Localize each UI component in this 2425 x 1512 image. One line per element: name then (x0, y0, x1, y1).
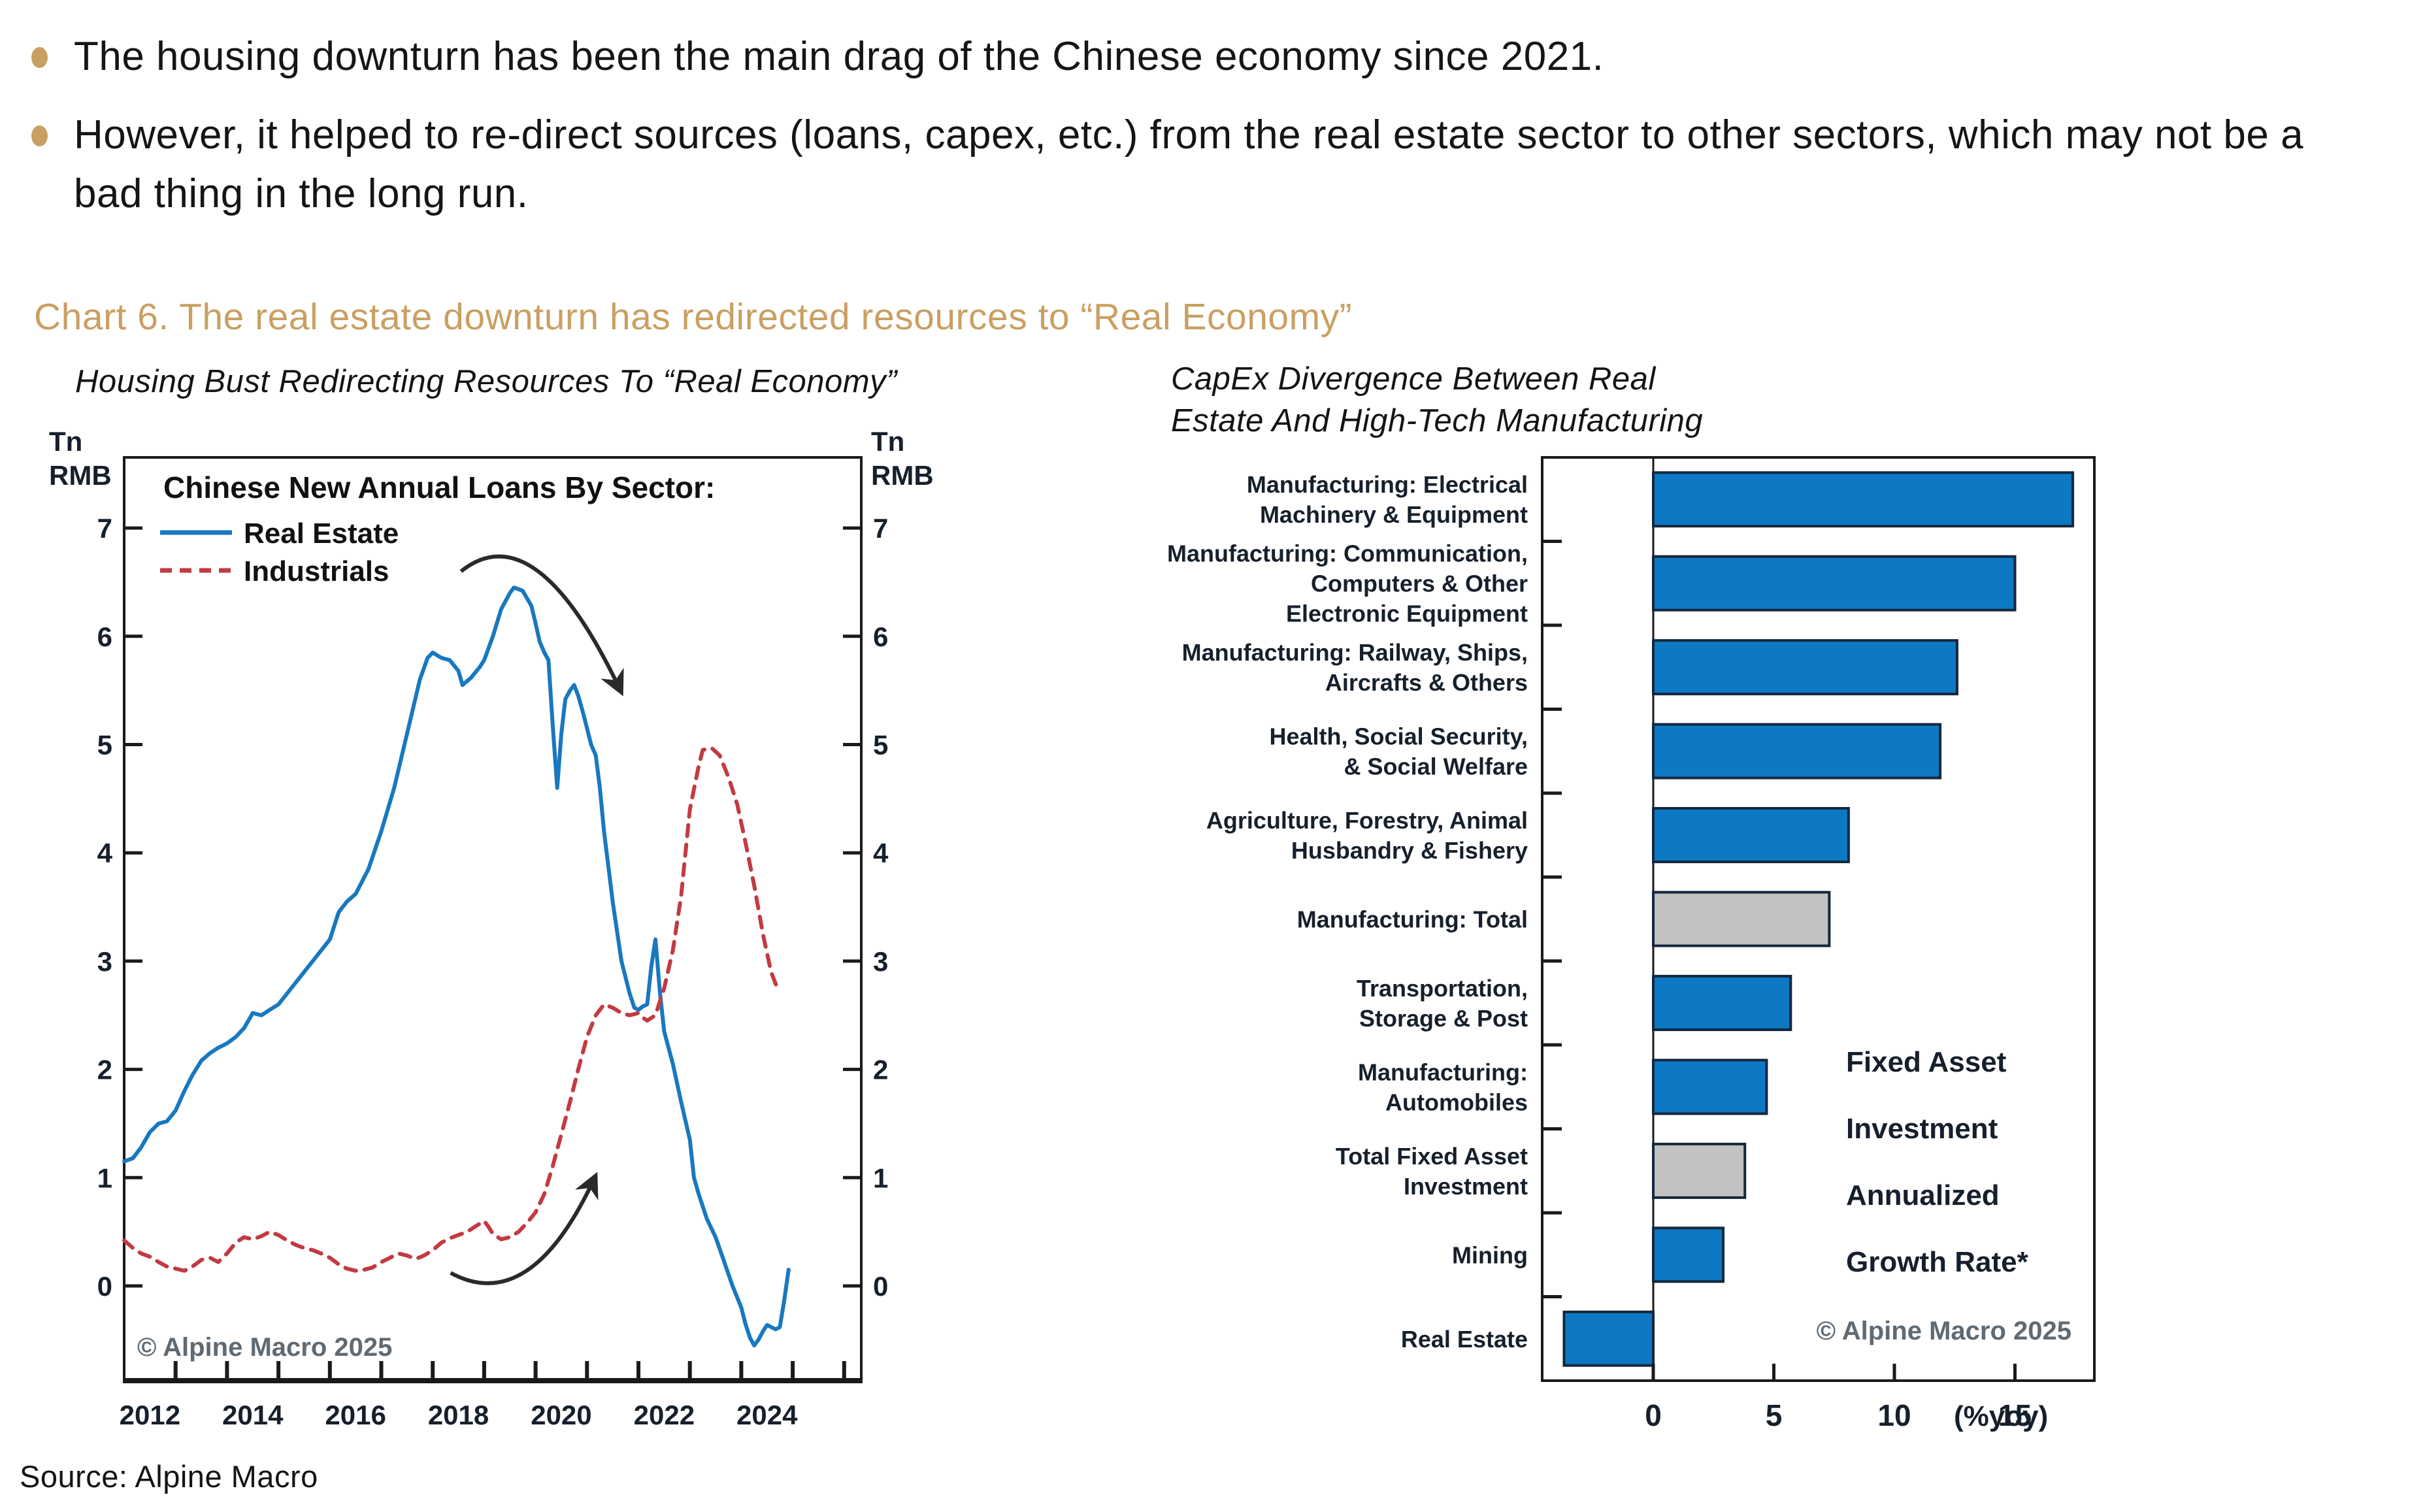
bar (1562, 1310, 1655, 1367)
bar (1652, 639, 1958, 696)
bar-label: Mining (1452, 1241, 1528, 1268)
bar-label: Manufacturing: Electrical Machinery & Equ… (1247, 471, 1528, 528)
legend-title: Chinese New Annual Loans By Sector: (163, 470, 715, 504)
loans-down-arrow (459, 554, 624, 697)
bullet-text: The housing downturn has been the main d… (74, 34, 1604, 79)
svg-text:2018: 2018 (428, 1400, 489, 1430)
plot-border (123, 456, 863, 1382)
svg-text:0: 0 (873, 1271, 888, 1302)
svg-text:0: 0 (97, 1271, 112, 1302)
bar (1652, 471, 2075, 528)
bar-label: Manufacturing: Automobiles (1358, 1059, 1528, 1115)
svg-text:5: 5 (1766, 1398, 1783, 1432)
svg-text:Tn: Tn (49, 426, 82, 457)
svg-text:4: 4 (873, 838, 889, 868)
svg-text:RMB: RMB (49, 460, 112, 491)
right-chart-plot: Manufacturing: Electrical Machinery & Equ… (1167, 456, 2096, 1432)
bar (1652, 555, 2017, 612)
bar-label: Transportation, Storage & Post (1357, 975, 1528, 1032)
series-real-estate (122, 585, 791, 1348)
loans-up-arrow (450, 1172, 599, 1285)
svg-text:2012: 2012 (120, 1400, 180, 1430)
svg-text:2014: 2014 (222, 1400, 284, 1430)
bar-label: Health, Social Security, & Social Welfare (1270, 723, 1528, 780)
svg-text:6: 6 (97, 621, 112, 652)
right-chart-subtitle-line1: CapEx Divergence Between Real (1171, 361, 1656, 397)
svg-text:2: 2 (97, 1055, 112, 1085)
bullet-text: However, it helped to re-direct sources … (74, 112, 2304, 216)
svg-text:3: 3 (97, 946, 112, 977)
x-axis-unit: (%yoy) (1954, 1400, 2048, 1432)
svg-text:0: 0 (1645, 1398, 1662, 1432)
copyright: © Alpine Macro 2025 (1817, 1317, 2071, 1345)
svg-text:2024: 2024 (736, 1400, 798, 1430)
chart-section-title: Chart 6. The real estate downturn has re… (34, 296, 1353, 338)
bar-label: Manufacturing: Communication, Computers &… (1167, 540, 1528, 627)
right-chart-subtitle: CapEx Divergence Between Real Estate And… (1171, 358, 1703, 442)
svg-text:1: 1 (873, 1162, 888, 1193)
bar (1652, 807, 1850, 864)
svg-text:3: 3 (873, 946, 888, 977)
bar-label: Real Estate (1401, 1326, 1528, 1353)
svg-text:5: 5 (97, 730, 112, 761)
svg-text:2016: 2016 (325, 1400, 386, 1430)
svg-text:1: 1 (97, 1162, 112, 1193)
svg-text:2: 2 (873, 1055, 888, 1085)
svg-text:Tn: Tn (871, 426, 904, 457)
right-chart-subtitle-line2: Estate And High-Tech Manufacturing (1171, 403, 1704, 438)
bullet-icon (31, 47, 48, 68)
bar (1652, 723, 1942, 780)
bullet-item-1: The housing downturn has been the main d… (31, 27, 2358, 86)
left-chart-subtitle: Housing Bust Redirecting Resources To “R… (75, 364, 897, 399)
bar-label: Manufacturing: Total (1297, 906, 1528, 933)
svg-text:7: 7 (97, 513, 112, 544)
svg-text:4: 4 (97, 838, 113, 868)
capex-bar-chart: Manufacturing: Electrical Machinery & Equ… (1167, 456, 2096, 1432)
svg-text:2022: 2022 (634, 1400, 695, 1430)
fai-annotation: Fixed Asset Investment Annualized Growth Ra… (1846, 1046, 2029, 1278)
legend-label: Industrials (244, 555, 389, 587)
copyright: © Alpine Macro 2025 (137, 1333, 392, 1362)
series-industrials (122, 746, 780, 1273)
bar-label: Total Fixed Asset Investment (1336, 1143, 1528, 1200)
bullet-icon (31, 125, 48, 146)
bar (1652, 974, 1792, 1031)
bar (1652, 1059, 1768, 1115)
bar (1652, 1142, 1747, 1199)
bar (1652, 891, 1831, 947)
svg-text:6: 6 (873, 621, 888, 652)
svg-text:RMB: RMB (871, 460, 934, 491)
source-note: Source: Alpine Macro (20, 1459, 318, 1494)
bar-label: Manufacturing: Railway, Ships, Aircrafts … (1182, 639, 1528, 696)
bullet-item-2: However, it helped to re-direct sources … (31, 106, 2358, 223)
svg-text:10: 10 (1877, 1398, 1911, 1432)
bar (1652, 1226, 1725, 1283)
svg-text:7: 7 (873, 513, 888, 544)
legend-label: Real Estate (244, 518, 399, 550)
svg-text:5: 5 (873, 730, 888, 761)
svg-text:2020: 2020 (531, 1400, 591, 1430)
bar-label: Agriculture, Forestry, Animal Husbandry &… (1206, 807, 1528, 864)
svg-text:15: 15 (1998, 1398, 2032, 1432)
